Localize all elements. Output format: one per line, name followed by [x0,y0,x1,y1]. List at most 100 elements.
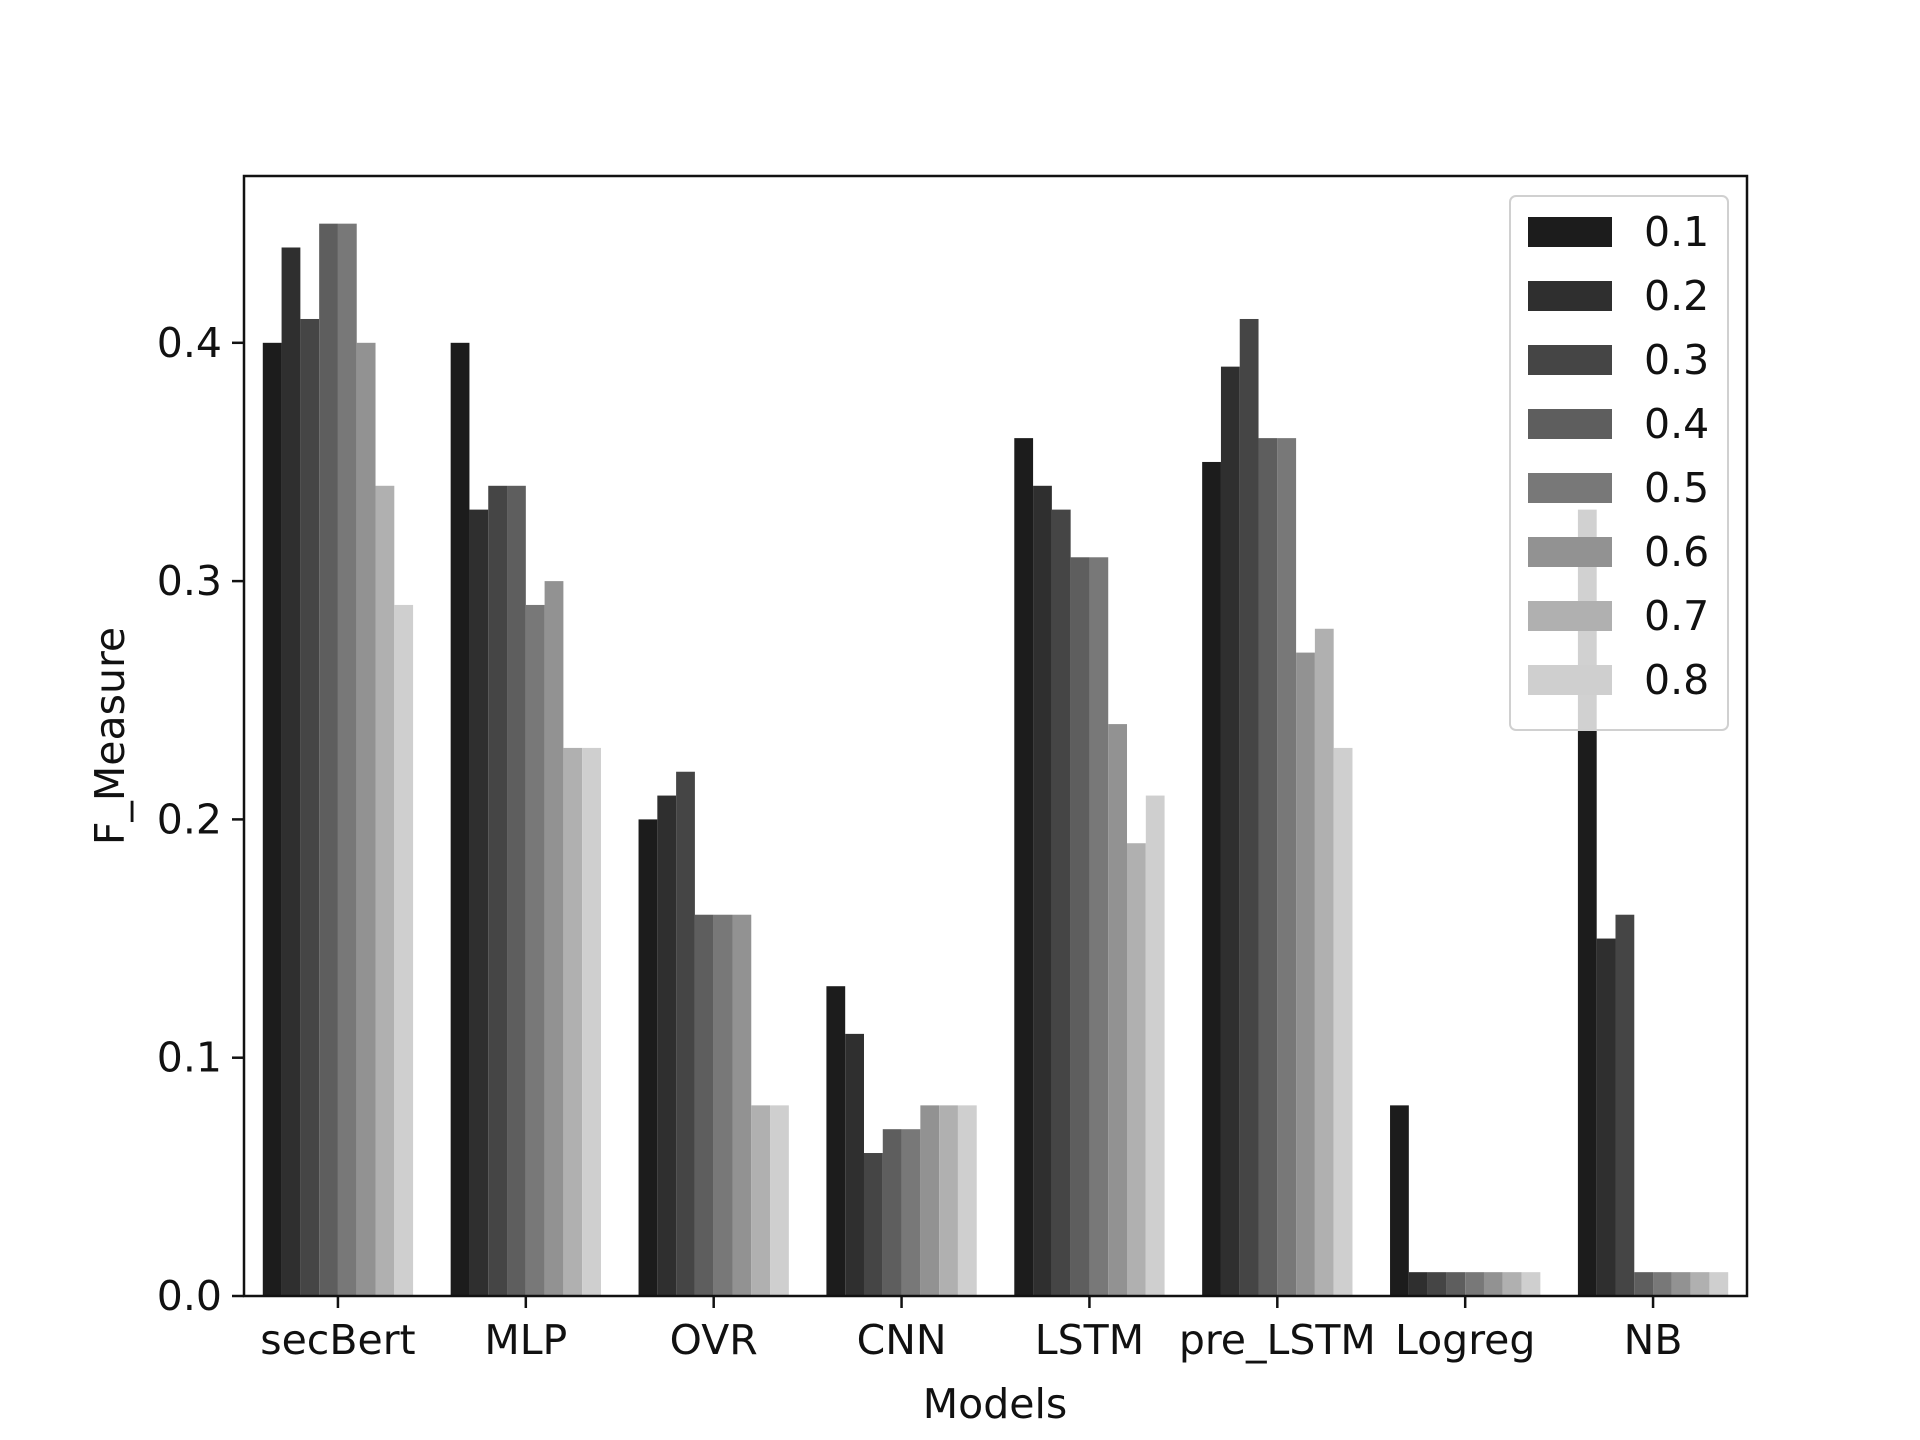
legend-label: 0.6 [1644,528,1709,576]
bar-Logreg-0.3 [1427,1272,1447,1296]
bar-MLP-0.8 [582,747,601,1296]
bar-secBert-0.7 [375,485,395,1296]
bar-LSTM-0.4 [1070,557,1090,1296]
bar-CNN-0.3 [863,1153,883,1296]
bar-Logreg-0.8 [1521,1272,1541,1296]
legend-swatch [1528,473,1612,503]
legend-label: 0.4 [1644,400,1709,448]
bar-Logreg-0.5 [1465,1272,1484,1296]
bar-LSTM-0.3 [1051,509,1071,1296]
bar-Logreg-0.2 [1408,1272,1428,1296]
x-tick-label: OVR [670,1316,758,1364]
bar-pre_LSTM-0.8 [1333,747,1353,1296]
bar-CNN-0.2 [845,1033,864,1296]
bar-LSTM-0.6 [1108,724,1128,1296]
bar-NB-0.2 [1596,938,1616,1296]
x-axis-label: Models [923,1380,1067,1428]
bar-secBert-0.2 [281,247,301,1297]
bar-secBert-0.4 [319,223,338,1296]
y-tick-label: 0.1 [157,1034,222,1082]
legend-swatch [1528,601,1612,631]
bar-MLP-0.5 [525,604,545,1296]
bar-secBert-0.1 [262,342,282,1296]
bar-pre_LSTM-0.5 [1277,438,1297,1296]
bar-NB-0.8 [1709,1272,1729,1296]
bar-NB-0.4 [1634,1272,1654,1296]
bar-LSTM-0.1 [1014,438,1034,1296]
x-tick-label: NB [1624,1316,1683,1364]
legend: 0.1 0.2 0.3 0.4 0.5 0.6 0.7 0.8 [1509,195,1729,731]
bar-OVR-0.2 [657,795,677,1296]
legend-swatch [1528,665,1612,695]
bar-LSTM-0.7 [1127,843,1146,1296]
bar-Logreg-0.4 [1446,1272,1466,1296]
legend-swatch [1528,537,1612,567]
bar-CNN-0.8 [957,1105,977,1296]
legend-label: 0.1 [1644,208,1709,256]
x-tick-label: pre_LSTM [1179,1316,1376,1364]
y-tick-label: 0.4 [157,319,222,367]
bar-pre_LSTM-0.4 [1258,438,1278,1296]
bar-pre_LSTM-0.2 [1220,366,1240,1296]
y-axis-label: F_Measure [86,627,134,845]
y-tick-label: 0.2 [157,795,222,843]
bar-NB-0.6 [1671,1272,1691,1296]
bar-OVR-0.5 [713,914,733,1296]
x-tick-label: secBert [260,1316,415,1364]
bar-LSTM-0.5 [1089,557,1109,1296]
bar-secBert-0.8 [394,604,414,1296]
bar-pre_LSTM-0.1 [1202,461,1221,1297]
bar-secBert-0.3 [300,318,320,1297]
bar-MLP-0.6 [544,581,564,1296]
x-tick-label: CNN [857,1316,947,1364]
legend-swatch [1528,409,1612,439]
x-axis: secBert MLP OVR CNN LSTM pre_LSTM Logreg NB [260,1296,1682,1364]
legend-label: 0.2 [1644,272,1709,320]
bar-pre_LSTM-0.6 [1296,652,1315,1296]
bar-CNN-0.1 [826,986,846,1296]
bar-NB-0.7 [1690,1272,1710,1296]
bar-CNN-0.6 [920,1105,940,1296]
bar-CNN-0.5 [901,1129,921,1296]
bar-MLP-0.7 [563,747,583,1296]
bar-secBert-0.6 [356,342,376,1296]
y-tick-label: 0.3 [157,557,222,605]
bar-OVR-0.1 [638,819,658,1296]
x-tick-label: MLP [484,1316,567,1364]
legend-label: 0.3 [1644,336,1709,384]
bar-OVR-0.6 [732,914,752,1296]
legend-swatch [1528,281,1612,311]
bar-NB-0.3 [1615,914,1635,1296]
y-axis: 0.0 0.1 0.2 0.3 0.4 [157,319,244,1320]
bar-MLP-0.4 [507,485,526,1296]
bar-NB-0.5 [1653,1272,1672,1296]
legend-label: 0.5 [1644,464,1709,512]
bar-Logreg-0.6 [1483,1272,1503,1296]
legend-label: 0.8 [1644,656,1709,704]
bar-Logreg-0.7 [1502,1272,1522,1296]
bar-pre_LSTM-0.3 [1239,318,1259,1297]
bar-OVR-0.8 [770,1105,789,1296]
bars-layer [262,223,1729,1297]
bar-CNN-0.4 [882,1129,902,1296]
bar-Logreg-0.1 [1390,1105,1409,1296]
x-tick-label: Logreg [1395,1316,1535,1364]
bar-LSTM-0.2 [1033,485,1052,1296]
legend-label: 0.7 [1644,592,1709,640]
y-tick-label: 0.0 [157,1272,222,1320]
bar-MLP-0.3 [488,485,508,1296]
bar-pre_LSTM-0.7 [1314,628,1334,1296]
bar-MLP-0.2 [469,509,489,1296]
bar-OVR-0.3 [676,771,695,1296]
bar-OVR-0.4 [694,914,714,1296]
legend-swatch [1528,217,1612,247]
bar-secBert-0.5 [337,223,357,1296]
bar-CNN-0.7 [939,1105,958,1296]
legend-swatch [1528,345,1612,375]
bar-LSTM-0.8 [1145,795,1165,1296]
bar-MLP-0.1 [450,342,470,1296]
x-tick-label: LSTM [1035,1316,1144,1364]
plot-frame [242,174,1749,1298]
bar-OVR-0.7 [751,1105,771,1296]
